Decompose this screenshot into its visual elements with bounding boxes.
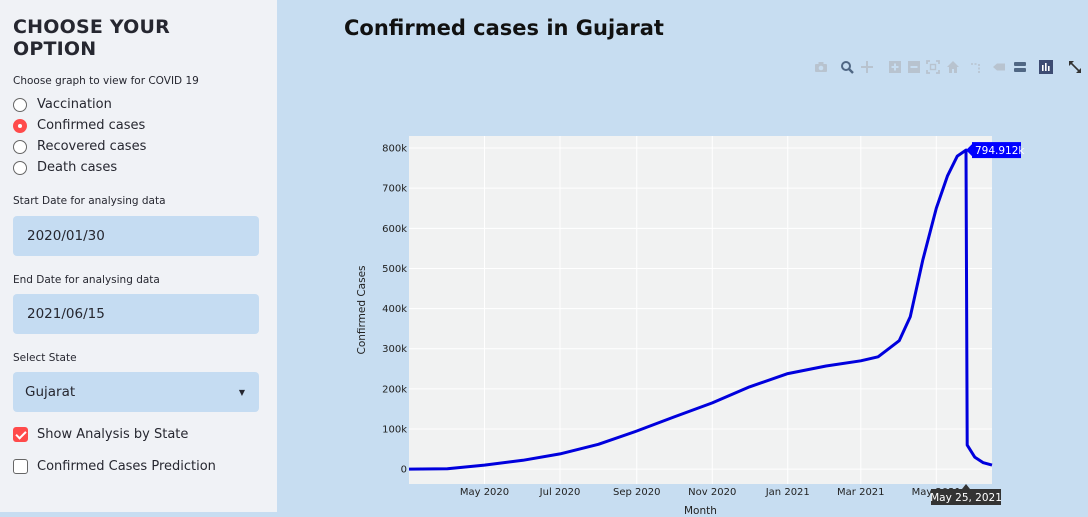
y-tick-label: 300k [382, 344, 407, 355]
state-select-value: Gujarat [25, 384, 76, 400]
pan-icon[interactable] [858, 58, 876, 76]
x-axis-title: Month [684, 505, 717, 517]
graph-radio-group: Vaccination Confirmed cases Recovered ca… [13, 94, 259, 178]
plot-area [409, 136, 992, 484]
hover-date-pointer [962, 484, 971, 489]
state-select[interactable]: Gujarat ▼ [13, 372, 259, 412]
sidebar-title: CHOOSE YOUR OPTION [13, 16, 170, 60]
hover-compare-icon[interactable] [1011, 58, 1029, 76]
x-tick-label: Jan 2021 [765, 487, 810, 498]
plotly-logo-icon[interactable] [1037, 58, 1055, 76]
hover-date-label: May 25, 2021 [930, 492, 1002, 504]
plot-modebar [812, 58, 1082, 78]
x-tick-label: Mar 2021 [837, 487, 885, 498]
zoom-out-icon[interactable] [905, 58, 923, 76]
state-select-label: Select State [13, 352, 77, 364]
show-analysis-checkbox-row[interactable]: Show Analysis by State [13, 427, 259, 442]
hover-date-box [931, 489, 1002, 505]
y-tick-label: 100k [382, 425, 407, 436]
prediction-checkbox[interactable] [13, 459, 28, 474]
sidebar: CHOOSE YOUR OPTION Choose graph to view … [0, 0, 277, 512]
end-date-label: End Date for analysing data [13, 274, 160, 286]
x-tick-label: Sep 2020 [613, 487, 660, 498]
y-tick-label: 0 [401, 465, 407, 476]
zoom-in-icon[interactable] [886, 58, 904, 76]
zoom-icon[interactable] [838, 58, 856, 76]
radio-button-recovered-cases[interactable] [13, 139, 27, 154]
radio-label-confirmed-cases: Confirmed cases [37, 118, 146, 133]
x-tick-label: Jul 2020 [539, 487, 581, 498]
radio-label-death-cases: Death cases [37, 160, 118, 175]
start-date-label: Start Date for analysing data [13, 195, 166, 207]
autoscale-icon[interactable] [924, 58, 942, 76]
prediction-checkbox-row[interactable]: Confirmed Cases Prediction [13, 459, 259, 474]
camera-icon[interactable] [812, 58, 830, 76]
series-line [408, 148, 993, 471]
show-analysis-label: Show Analysis by State [37, 427, 189, 442]
radio-label-vaccination: Vaccination [37, 97, 112, 112]
radio-confirmed-cases[interactable]: Confirmed cases [13, 115, 259, 136]
y-tick-label: 500k [382, 264, 407, 275]
radio-button-vaccination[interactable] [13, 97, 27, 112]
reset-axes-icon[interactable] [944, 58, 962, 76]
y-tick-label: 600k [382, 224, 407, 235]
prediction-label: Confirmed Cases Prediction [37, 459, 216, 474]
hover-closest-icon[interactable] [990, 58, 1008, 76]
x-tick-label: Nov 2020 [688, 487, 736, 498]
page-title: Confirmed cases in Gujarat [344, 16, 664, 40]
x-tick-label: May 2020 [460, 487, 509, 498]
spike-lines-icon[interactable] [968, 58, 986, 76]
radio-button-confirmed-cases[interactable] [13, 118, 27, 133]
radio-death-cases[interactable]: Death cases [13, 157, 259, 178]
radio-vaccination[interactable]: Vaccination [13, 94, 259, 115]
hover-label-pointer [966, 144, 973, 157]
radio-recovered-cases[interactable]: Recovered cases [13, 136, 259, 157]
start-date-input[interactable]: 2020/01/30 [13, 216, 259, 256]
y-tick-label: 800k [382, 144, 407, 155]
y-tick-label: 700k [382, 184, 407, 195]
show-analysis-checkbox[interactable] [13, 427, 28, 442]
y-tick-label: 200k [382, 384, 407, 395]
radio-button-death-cases[interactable] [13, 160, 27, 175]
chevron-down-icon: ▼ [238, 387, 245, 397]
graph-choice-label: Choose graph to view for COVID 19 [13, 75, 199, 87]
y-axis-title: Confirmed Cases [356, 265, 368, 355]
radio-label-recovered-cases: Recovered cases [37, 139, 147, 154]
y-tick-label: 400k [382, 304, 407, 315]
fullscreen-icon[interactable] [1066, 58, 1084, 76]
end-date-input[interactable]: 2021/06/15 [13, 294, 259, 334]
hover-value-label: 794.912k [975, 145, 1025, 157]
hover-label-box [972, 142, 1022, 159]
